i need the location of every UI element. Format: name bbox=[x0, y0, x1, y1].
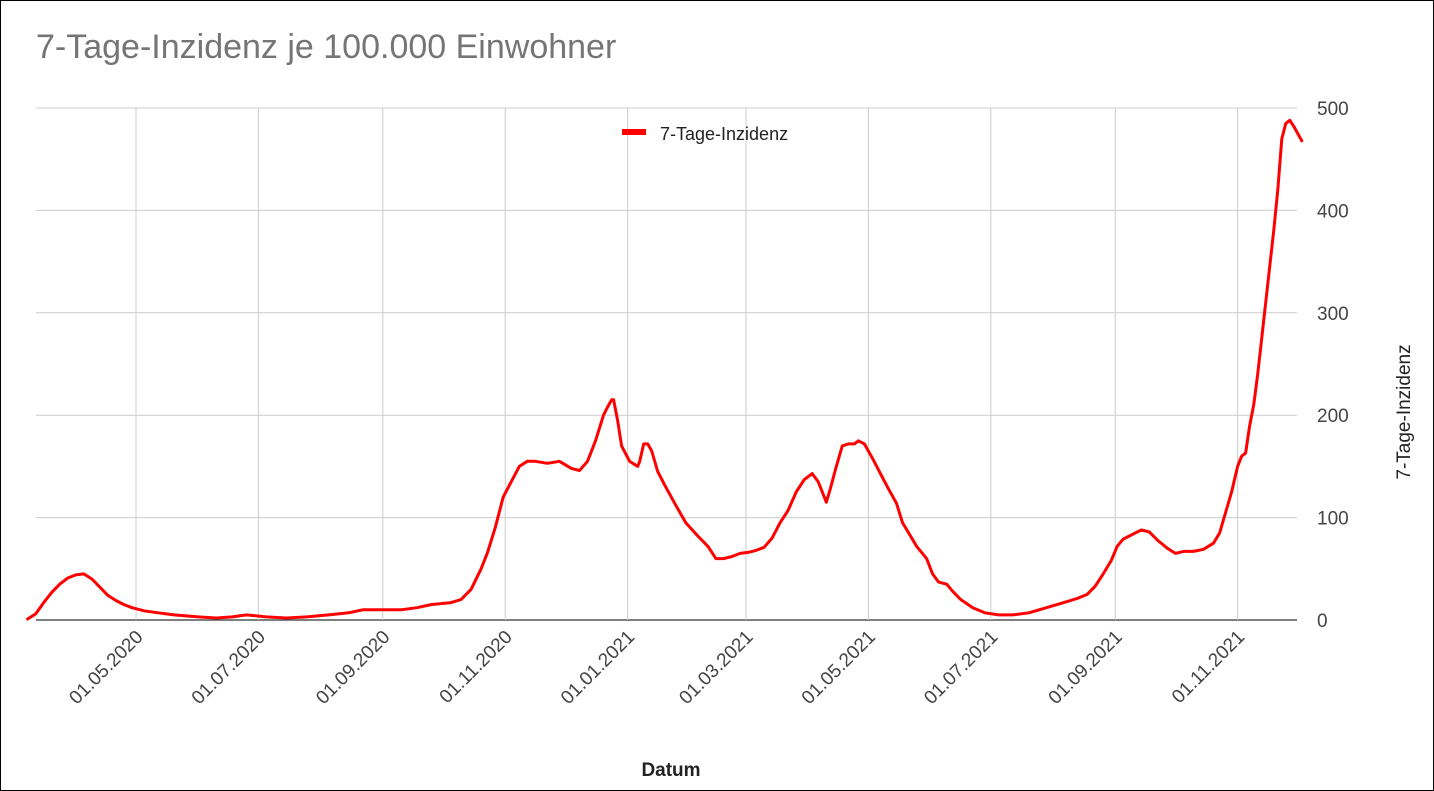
y-tick-label: 500 bbox=[1317, 99, 1349, 120]
y-tick-label: 200 bbox=[1317, 406, 1349, 427]
y-axis-title: 7-Tage-Inzidenz bbox=[1394, 344, 1415, 479]
x-tick-label: 01.09.2020 bbox=[312, 627, 394, 709]
x-tick-label: 01.09.2021 bbox=[1045, 627, 1127, 709]
x-tick-label: 01.11.2020 bbox=[436, 627, 517, 708]
legend: 7-Tage-Inzidenz bbox=[622, 124, 788, 144]
legend-label: 7-Tage-Inzidenz bbox=[660, 124, 788, 144]
x-tick-label: 01.01.2021 bbox=[557, 627, 639, 709]
x-axis: 01.05.2020 01.07.2020 01.09.2020 01.11.2020… bbox=[65, 627, 1249, 709]
x-axis-title: Datum bbox=[641, 760, 700, 781]
y-tick-label: 300 bbox=[1317, 304, 1349, 325]
x-tick-label: 01.05.2021 bbox=[798, 627, 880, 709]
legend-swatch bbox=[622, 129, 646, 135]
series-line bbox=[26, 118, 1304, 621]
x-tick-label: 01.05.2020 bbox=[65, 627, 147, 709]
y-tick-label: 100 bbox=[1317, 509, 1349, 530]
chart-title: 7-Tage-Inzidenz je 100.000 Einwohner bbox=[36, 28, 617, 66]
grid-layer bbox=[36, 107, 1297, 621]
series-layer bbox=[26, 118, 1304, 621]
y-axis: 0 100 200 300 400 500 bbox=[1317, 99, 1349, 632]
x-tick-label: 01.07.2020 bbox=[188, 627, 270, 709]
y-tick-label: 0 bbox=[1317, 611, 1328, 632]
x-tick-label: 01.03.2021 bbox=[675, 627, 757, 709]
x-tick-label: 01.07.2021 bbox=[920, 627, 1002, 709]
y-tick-label: 400 bbox=[1317, 201, 1349, 222]
x-tick-label: 01.11.2021 bbox=[1168, 627, 1249, 708]
